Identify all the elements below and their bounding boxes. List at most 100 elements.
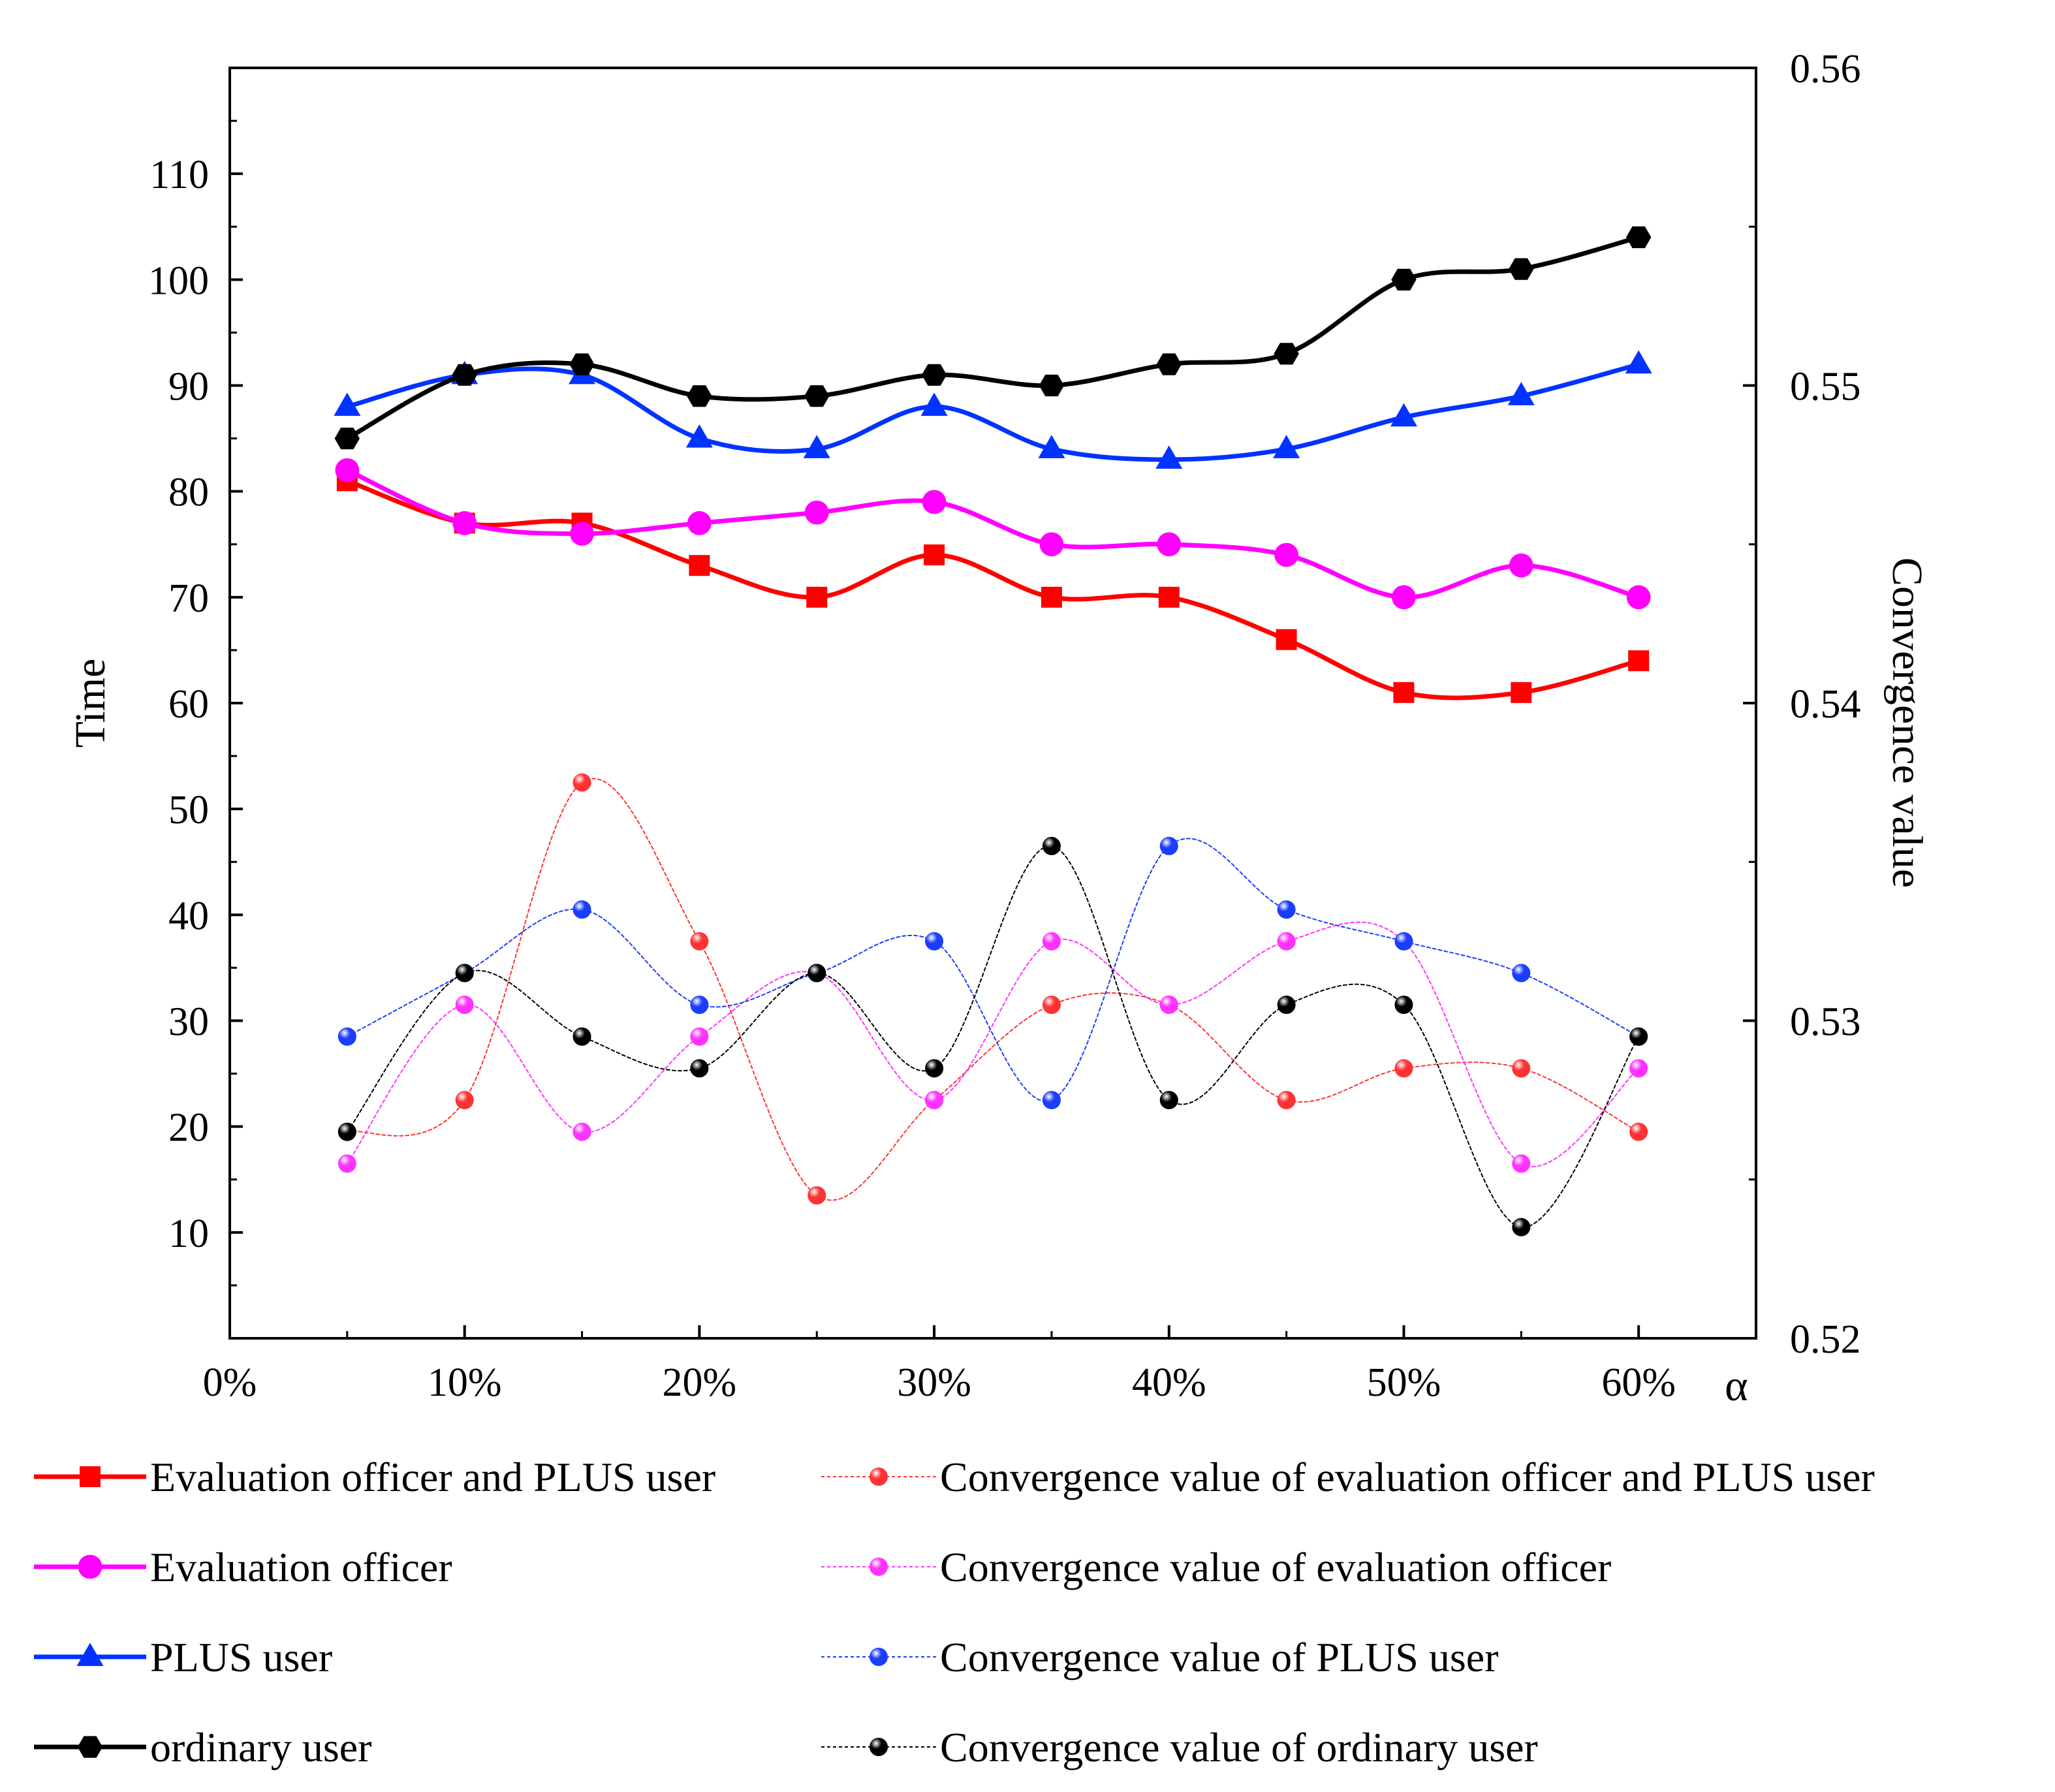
- data-point: [1393, 682, 1415, 703]
- legend-item: Evaluation officer: [34, 1544, 452, 1590]
- y-left-tick-label: 20: [168, 1106, 209, 1150]
- data-point: [1629, 1059, 1648, 1078]
- series-ordinary-user: [334, 226, 1652, 450]
- legend-marker: [870, 1648, 888, 1666]
- legend-marker: [77, 1736, 103, 1758]
- series-plus-user: [334, 350, 1652, 469]
- data-point: [1628, 650, 1650, 672]
- data-point: [690, 932, 709, 951]
- legend-label: Convergence value of evaluation officer: [940, 1544, 1611, 1590]
- y-left-tick-label: 90: [168, 365, 209, 409]
- legend-marker: [870, 1738, 888, 1756]
- data-point: [1042, 836, 1061, 855]
- y-left-tick-label: 80: [168, 471, 209, 515]
- y-left-axis-label: Time: [67, 659, 114, 748]
- data-point: [1158, 586, 1180, 608]
- data-point: [689, 555, 710, 576]
- data-point: [1277, 1091, 1296, 1110]
- data-point: [1394, 996, 1413, 1014]
- data-point: [452, 511, 477, 535]
- data-point: [1390, 403, 1417, 427]
- legend-item: Convergence value of ordinary user: [821, 1724, 1538, 1770]
- legend-marker: [78, 1554, 102, 1579]
- data-point: [1509, 553, 1533, 578]
- y-right-tick-label: 0.56: [1790, 47, 1861, 91]
- data-point: [337, 1027, 356, 1046]
- data-point: [1626, 585, 1651, 610]
- data-point: [1159, 1091, 1178, 1110]
- data-point: [337, 1122, 356, 1141]
- data-point: [1512, 1059, 1531, 1078]
- data-point: [687, 511, 712, 535]
- data-point: [1042, 1091, 1061, 1110]
- data-point: [808, 1186, 826, 1205]
- axes-layer: 0% 10% 20% 30% 40% 50% 60% α 10 20 30 40 50 60 70 80 90 1…: [67, 47, 1931, 1410]
- series-line-convergence-value-of-plus-user: [346, 838, 1640, 1102]
- data-point: [687, 385, 712, 407]
- data-point: [334, 392, 361, 416]
- data-point: [334, 428, 360, 450]
- data-point: [1394, 1059, 1413, 1078]
- series-line-plus-user: [345, 362, 1641, 462]
- data-point: [452, 364, 477, 386]
- data-point: [806, 586, 828, 608]
- legend-item: Convergence value of evaluation officer …: [821, 1454, 1875, 1500]
- data-point: [1394, 932, 1413, 951]
- legend-item: Convergence value of evaluation officer: [821, 1544, 1611, 1590]
- data-point: [1042, 932, 1061, 951]
- y-left-tick-label: 70: [168, 576, 209, 621]
- x-tick-label: 30%: [897, 1360, 971, 1405]
- data-point: [455, 964, 474, 982]
- legend-label: Evaluation officer and PLUS user: [150, 1454, 715, 1500]
- data-point: [1512, 1218, 1531, 1236]
- data-point: [1625, 350, 1652, 374]
- data-point: [455, 996, 474, 1014]
- legend-item: Evaluation officer and PLUS user: [34, 1454, 715, 1500]
- x-tick-label: 40%: [1132, 1360, 1206, 1405]
- y-left-tick-label: 100: [148, 259, 209, 303]
- data-point: [573, 1122, 591, 1141]
- data-point: [1277, 900, 1296, 919]
- data-point: [1507, 382, 1535, 405]
- data-point: [803, 435, 830, 458]
- legend-marker: [76, 1643, 104, 1667]
- x-tick-label: 60%: [1601, 1360, 1676, 1405]
- y-left-tick-label: 30: [168, 1000, 209, 1045]
- y-right-tick-label: 0.54: [1790, 682, 1861, 727]
- data-point: [1392, 585, 1416, 610]
- data-point: [922, 490, 947, 514]
- legend-label: ordinary user: [150, 1724, 371, 1770]
- y-left-tick-label: 10: [168, 1212, 209, 1256]
- data-point: [569, 353, 595, 375]
- x-tick-label: 10%: [428, 1360, 502, 1405]
- legend: Evaluation officer and PLUS user Evaluati…: [34, 1454, 1875, 1770]
- series-convergence-value-of-plus-user: [337, 836, 1648, 1110]
- data-point: [1159, 836, 1178, 855]
- series-line-ordinary-user: [345, 235, 1641, 441]
- data-point: [1629, 1122, 1648, 1141]
- legend-marker: [80, 1466, 101, 1487]
- legend-item: PLUS user: [34, 1634, 332, 1680]
- data-point: [685, 424, 713, 448]
- legend-marker: [870, 1468, 888, 1486]
- data-point: [1042, 996, 1061, 1014]
- data-point: [573, 900, 591, 919]
- data-point: [1038, 435, 1065, 458]
- series-convergence-value-of-evaluation-officer-and-plus-user: [337, 773, 1648, 1205]
- data-point: [804, 385, 830, 407]
- data-point: [335, 458, 360, 482]
- data-point: [925, 1091, 944, 1110]
- legend-label: PLUS user: [150, 1634, 332, 1680]
- data-point: [1039, 532, 1064, 557]
- data-point: [1509, 258, 1534, 280]
- legend-label: Convergence value of PLUS user: [940, 1634, 1499, 1680]
- series-line-convergence-value-of-ordinary-user: [346, 845, 1640, 1228]
- data-point: [1629, 1027, 1648, 1046]
- data-point: [925, 932, 944, 951]
- series-line-evaluation-officer: [345, 467, 1641, 600]
- legend-label: Evaluation officer: [150, 1544, 452, 1590]
- data-point: [690, 1027, 709, 1046]
- data-point: [1626, 226, 1652, 249]
- data-point: [920, 392, 948, 416]
